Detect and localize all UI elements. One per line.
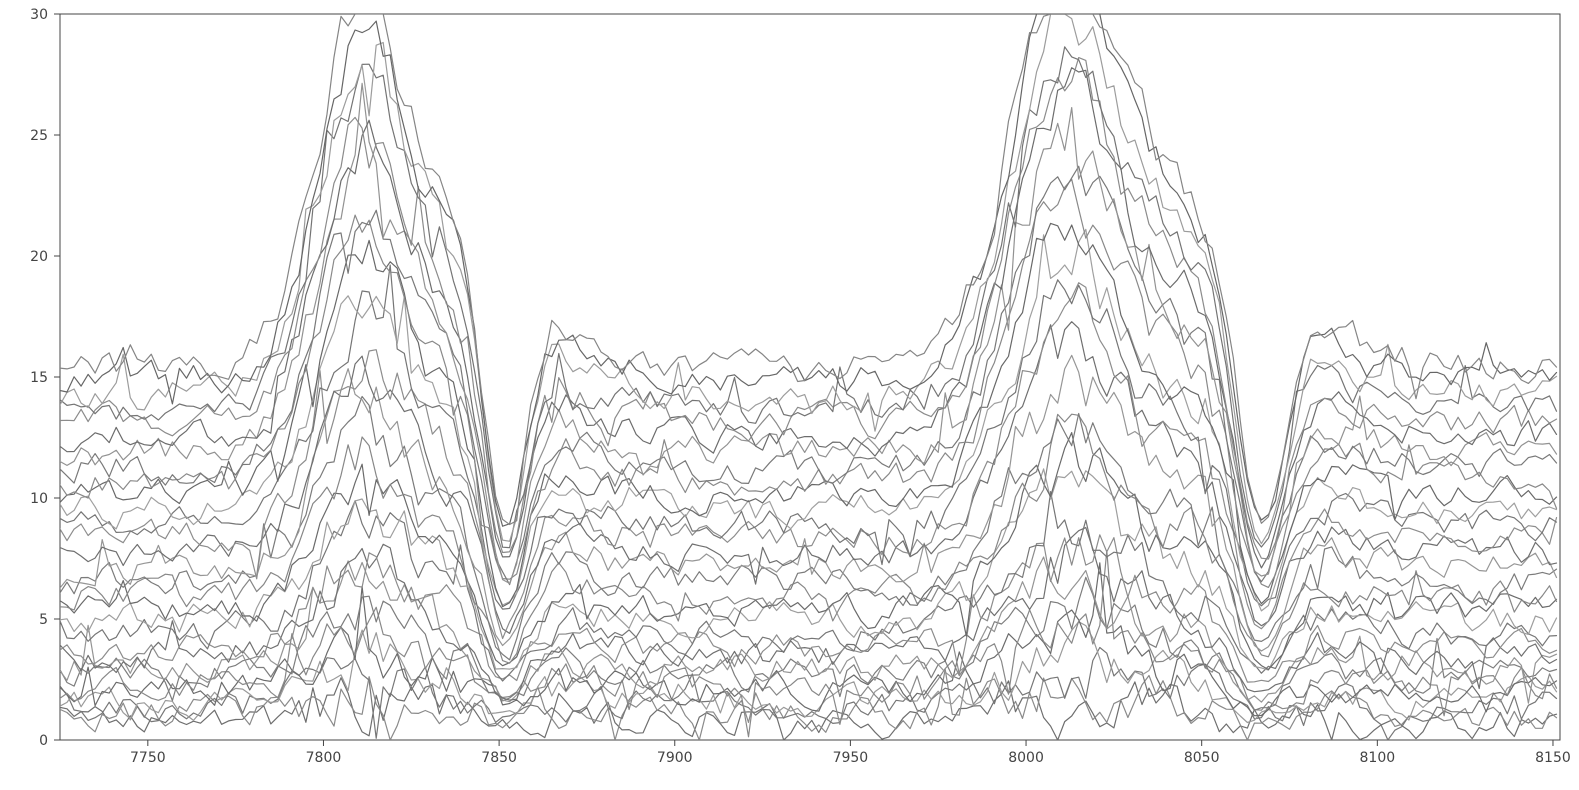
x-tick-label: 7900 — [657, 750, 693, 766]
y-tick-label: 25 — [30, 128, 48, 144]
x-tick-label: 8150 — [1535, 750, 1571, 766]
x-tick-label: 7950 — [833, 750, 869, 766]
x-tick-label: 8100 — [1360, 750, 1396, 766]
x-tick-label: 7800 — [306, 750, 342, 766]
line-chart: 7750 7800 7850 7900 7950 8000 8050 8100 8150 0 5 10… — [0, 0, 1579, 790]
x-tick-label: 8000 — [1008, 750, 1044, 766]
y-tick-label: 20 — [30, 249, 48, 265]
x-tick-label: 8050 — [1184, 750, 1220, 766]
y-tick-label: 15 — [30, 370, 48, 386]
y-tick-label: 5 — [39, 612, 48, 628]
y-tick-label: 0 — [39, 733, 48, 749]
y-tick-label: 30 — [30, 7, 48, 23]
y-tick-label: 10 — [30, 491, 48, 507]
chart-svg: 7750 7800 7850 7900 7950 8000 8050 8100 8150 0 5 10… — [0, 0, 1579, 790]
x-tick-label: 7750 — [130, 750, 166, 766]
x-tick-label: 7850 — [481, 750, 517, 766]
